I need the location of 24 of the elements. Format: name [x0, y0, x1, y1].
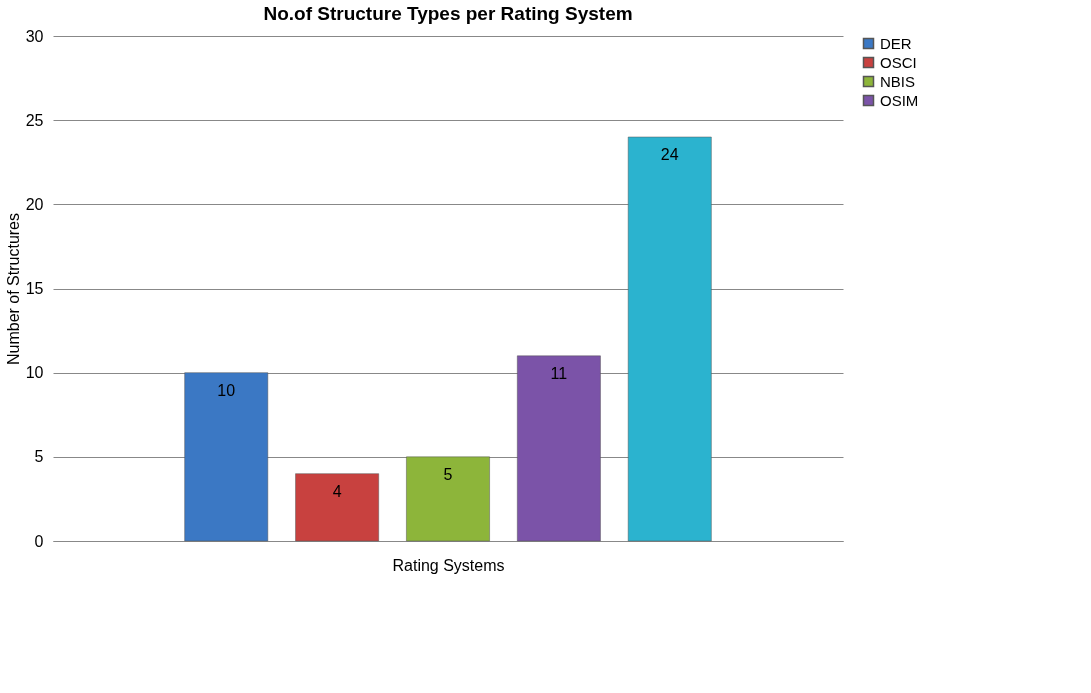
chart-title: No.of Structure Types per Rating System: [263, 3, 633, 24]
legend-label: DER: [880, 34, 912, 52]
y-tick-label: 30: [25, 27, 44, 45]
data-label: 10: [217, 381, 236, 399]
bar: [184, 372, 269, 542]
y-axis-title: Number of Structures: [4, 212, 22, 366]
data-label: 4: [332, 482, 342, 500]
y-tick-label: 5: [34, 448, 44, 466]
bar: [406, 456, 490, 542]
bar: [295, 473, 379, 542]
data-label: 24: [660, 146, 679, 163]
bar: [627, 136, 712, 542]
y-tick-label: 10: [25, 364, 44, 382]
y-tick-label: 0: [34, 532, 44, 550]
data-label: 11: [550, 364, 568, 382]
data-label: 5: [443, 465, 453, 483]
y-tick-label: 15: [25, 280, 44, 297]
legend-label: OSCI: [880, 53, 917, 71]
legend-label: OSIM: [880, 91, 919, 109]
legend-label: NBIS: [880, 72, 916, 90]
x-axis-title: Rating Systems: [392, 556, 505, 574]
y-tick-label: 20: [25, 195, 44, 213]
bar: [517, 355, 601, 542]
y-tick-label: 25: [25, 111, 44, 129]
